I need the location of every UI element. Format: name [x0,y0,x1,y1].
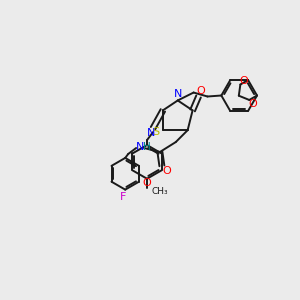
Text: N: N [174,88,182,98]
Text: O: O [196,85,205,96]
Text: O: O [248,99,256,109]
Text: F: F [120,192,126,202]
Text: O: O [163,166,171,176]
Text: O: O [239,76,248,85]
Text: CH₃: CH₃ [152,187,169,196]
Text: S: S [152,127,160,137]
Text: H: H [143,142,151,152]
Text: O: O [143,178,152,188]
Text: N: N [147,128,155,138]
Text: N: N [136,142,144,152]
